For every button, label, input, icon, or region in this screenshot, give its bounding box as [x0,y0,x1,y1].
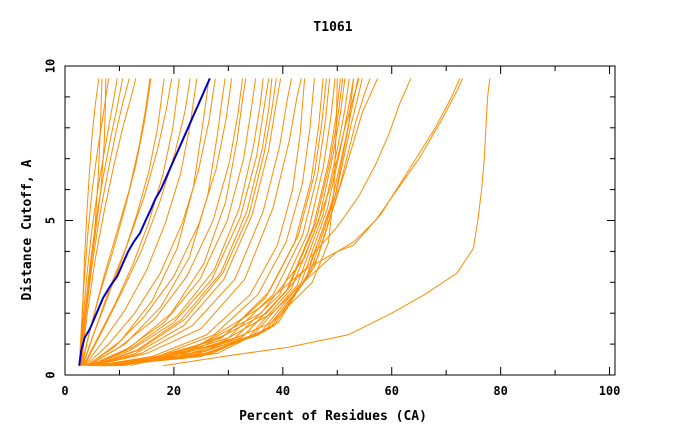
x-tick-label-60: 60 [385,384,399,398]
y-tick-label-5: 5 [44,217,58,224]
model-series-line-31 [106,78,350,367]
model-series-line-25 [96,78,315,367]
x-tick-label-20: 20 [167,384,181,398]
model-series-line-32 [107,78,355,367]
model-series-line-21 [89,78,247,367]
model-series-line-2 [78,78,110,366]
model-series-line-18 [90,78,282,367]
model-series-line-38 [90,78,264,367]
x-tick-label-0: 0 [61,384,68,398]
model-series-line-23 [87,78,210,367]
y-tick-label-0: 0 [44,371,58,378]
model-series-line-12 [84,78,198,366]
model-series-line-45 [116,78,360,367]
x-tick-label-40: 40 [276,384,290,398]
model-series-line-49 [130,78,461,367]
chart-title: T1061 [313,20,352,35]
model-series-line-19 [92,78,292,367]
model-series-line-22 [88,78,226,367]
y-tick-label-10: 10 [44,59,58,73]
model-series-line-8 [79,78,103,366]
model-series-line-6 [80,78,137,366]
axes-group: 0 20 40 60 80 100 0 5 10 [44,59,621,398]
model-series-line-15 [87,78,243,367]
x-tick-label-100: 100 [599,384,621,398]
model-series-line-17 [89,78,270,367]
model-series-line-24 [94,78,306,367]
highlighted-series-group [78,77,211,366]
model-series-line-43 [83,78,191,366]
model-series-line-20 [93,78,302,367]
model-series-line-46 [119,78,338,367]
model-series-line-7 [78,78,107,366]
model-series-line-50 [309,78,412,258]
x-axis-label: Percent of Residues (CA) [239,409,427,424]
highlighted-series-line [78,77,211,366]
model-series-line-30 [104,78,346,367]
model-series-line-34 [111,78,363,367]
model-series-line-28 [101,78,336,367]
model-series-line-11 [83,78,180,366]
model-series-line-51 [162,78,491,367]
model-series-line-48 [124,78,463,367]
x-tick-label-80: 80 [493,384,507,398]
y-axis-label: Distance Cutoff, A [20,159,35,300]
model-series-line-13 [85,78,216,367]
model-series-line-42 [82,78,173,366]
model-series-line-41 [81,78,151,366]
model-series-line-47 [122,78,355,367]
model-series-line-37 [92,78,277,367]
model-series-line-44 [91,78,273,367]
model-series-line-3 [79,78,118,366]
